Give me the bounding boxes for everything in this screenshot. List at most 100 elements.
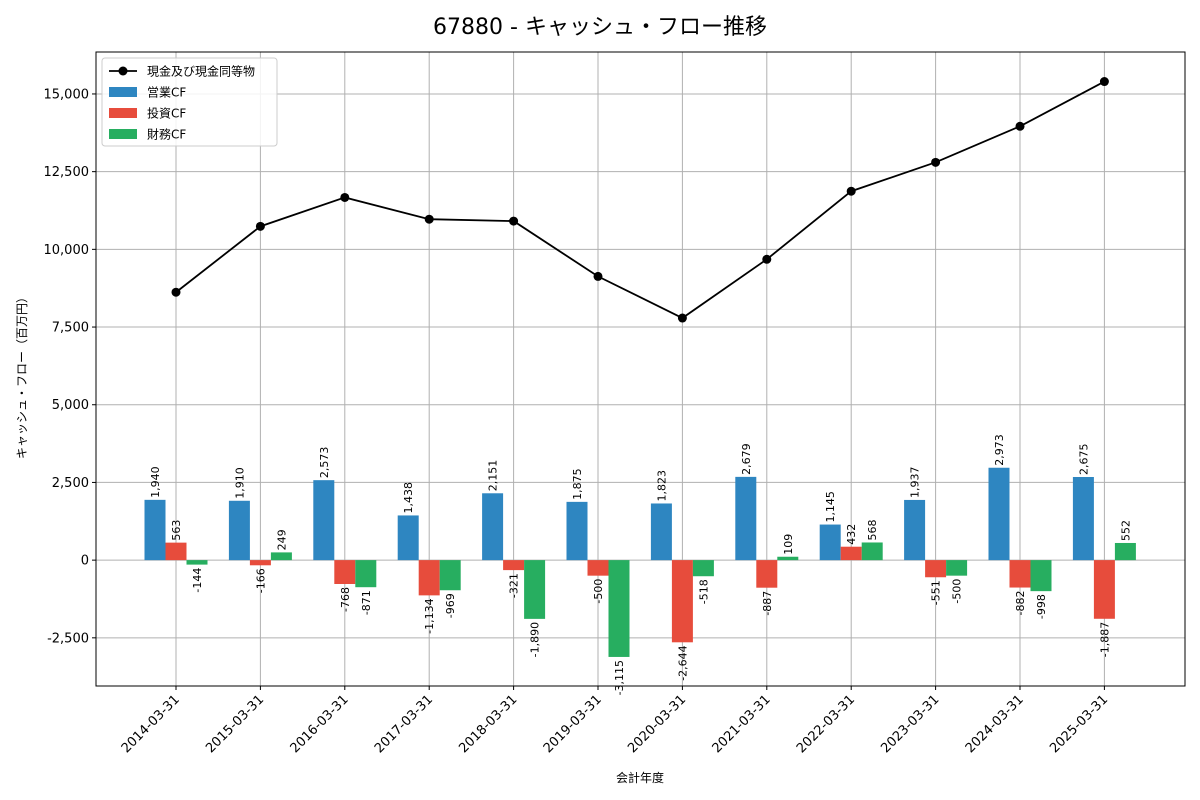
cash-point xyxy=(255,221,265,231)
legend-box xyxy=(101,57,278,147)
bar-financing xyxy=(1030,560,1052,592)
bar-operating xyxy=(144,499,166,561)
data-label: 2,675 xyxy=(1077,443,1090,475)
legend-swatch xyxy=(109,87,137,97)
x-tick-label: 2021-03-31 xyxy=(710,692,774,756)
cash-line xyxy=(175,80,1105,320)
data-label: -1,134 xyxy=(423,598,436,633)
bar-investing xyxy=(249,560,271,566)
data-label: 1,940 xyxy=(149,466,162,498)
bar-financing xyxy=(777,556,799,561)
data-label: -1,890 xyxy=(529,622,542,657)
x-tick-label: 2017-03-31 xyxy=(372,692,436,756)
bar-investing xyxy=(165,542,187,561)
x-tick-label: 2016-03-31 xyxy=(288,692,352,756)
data-label: 1,145 xyxy=(824,491,837,523)
cash-point xyxy=(340,192,350,202)
data-label: 1,910 xyxy=(233,467,246,499)
bar-investing xyxy=(503,560,525,571)
chart-title: 67880 - キャッシュ・フロー推移 xyxy=(433,15,767,40)
bar-operating xyxy=(397,515,419,561)
cash-point xyxy=(1099,77,1109,87)
bar-investing xyxy=(671,560,693,643)
cash-point xyxy=(677,313,687,323)
x-tick-label: 2014-03-31 xyxy=(119,692,183,756)
data-label: 1,823 xyxy=(655,470,668,502)
cash-point xyxy=(762,254,772,264)
data-label: 2,151 xyxy=(487,460,500,491)
y-tick-label: 7,500 xyxy=(52,321,89,336)
data-labels-layer: 1,940 1,910 2,573 1,438 2,151 1,875 1,823 2,679… xyxy=(149,434,1132,695)
data-label: -144 xyxy=(191,568,204,593)
legend-label: 現金及び現金同等物 xyxy=(147,64,255,79)
legend-label: 財務CF xyxy=(147,127,186,142)
data-label: 249 xyxy=(275,529,288,550)
data-label: -3,115 xyxy=(613,660,626,695)
bar-investing xyxy=(587,560,609,576)
axis-layer: -2,500 0 2,500 5,000 7,500 10,000 12,500 15,000… xyxy=(44,87,1112,756)
data-label: -998 xyxy=(1035,594,1048,619)
data-label: -768 xyxy=(339,587,352,612)
data-label: 1,875 xyxy=(571,468,584,500)
bar-financing xyxy=(608,560,630,657)
data-label: 568 xyxy=(866,519,879,540)
bar-operating xyxy=(482,493,504,561)
x-tick-label: 2019-03-31 xyxy=(541,692,605,756)
bar-investing xyxy=(925,560,947,578)
bar-operating xyxy=(566,501,588,561)
data-label: -500 xyxy=(951,579,964,604)
x-tick-label: 2023-03-31 xyxy=(878,692,942,756)
bar-financing xyxy=(270,552,292,561)
bar-financing xyxy=(946,560,968,576)
data-label: -518 xyxy=(697,579,710,604)
cash-point xyxy=(509,216,519,226)
data-label: -166 xyxy=(254,568,267,593)
cash-point xyxy=(931,157,941,167)
bar-operating xyxy=(228,500,250,561)
data-label: -1,887 xyxy=(1098,622,1111,657)
y-tick-label: 12,500 xyxy=(44,165,90,180)
data-label: -882 xyxy=(1014,591,1027,616)
bar-operating xyxy=(1072,476,1094,561)
bars-layer xyxy=(144,467,1136,657)
cash-point xyxy=(171,287,181,297)
data-label: -887 xyxy=(761,591,774,616)
data-label: -551 xyxy=(930,580,943,605)
y-tick-label: 0 xyxy=(81,554,89,569)
bar-operating xyxy=(904,499,926,561)
x-tick-label: 2015-03-31 xyxy=(203,692,267,756)
bar-financing xyxy=(439,560,461,591)
data-label: 432 xyxy=(845,524,858,545)
bar-financing xyxy=(186,560,208,565)
y-axis-label: キャッシュ・フロー（百万円） xyxy=(15,291,29,459)
data-label: -969 xyxy=(444,593,457,618)
data-label: 109 xyxy=(782,534,795,555)
legend-label: 営業CF xyxy=(147,86,186,100)
y-tick-label: 5,000 xyxy=(52,398,89,413)
y-tick-label: -2,500 xyxy=(47,631,89,646)
data-label: 2,573 xyxy=(318,447,331,479)
bar-financing xyxy=(692,560,714,577)
bar-financing xyxy=(1114,542,1136,561)
bar-investing xyxy=(756,560,778,588)
data-label: 1,438 xyxy=(402,482,415,514)
y-tick-label: 2,500 xyxy=(52,476,89,491)
x-axis-label: 会計年度 xyxy=(616,770,664,785)
y-tick-label: 15,000 xyxy=(44,87,90,102)
bar-investing xyxy=(418,560,440,596)
bar-operating xyxy=(313,480,335,561)
legend-swatch xyxy=(109,108,137,118)
grid-layer xyxy=(96,52,1185,686)
data-label: 2,679 xyxy=(740,443,753,475)
data-label: -2,644 xyxy=(676,645,689,680)
data-label: -321 xyxy=(508,573,521,598)
x-tick-label: 2025-03-31 xyxy=(1047,692,1111,756)
legend-label: 投資CF xyxy=(147,106,186,121)
bar-operating xyxy=(735,476,757,561)
data-label: 2,973 xyxy=(993,434,1006,466)
cash-point xyxy=(593,271,603,281)
x-tick-label: 2022-03-31 xyxy=(794,692,858,756)
bar-investing xyxy=(1093,560,1115,619)
